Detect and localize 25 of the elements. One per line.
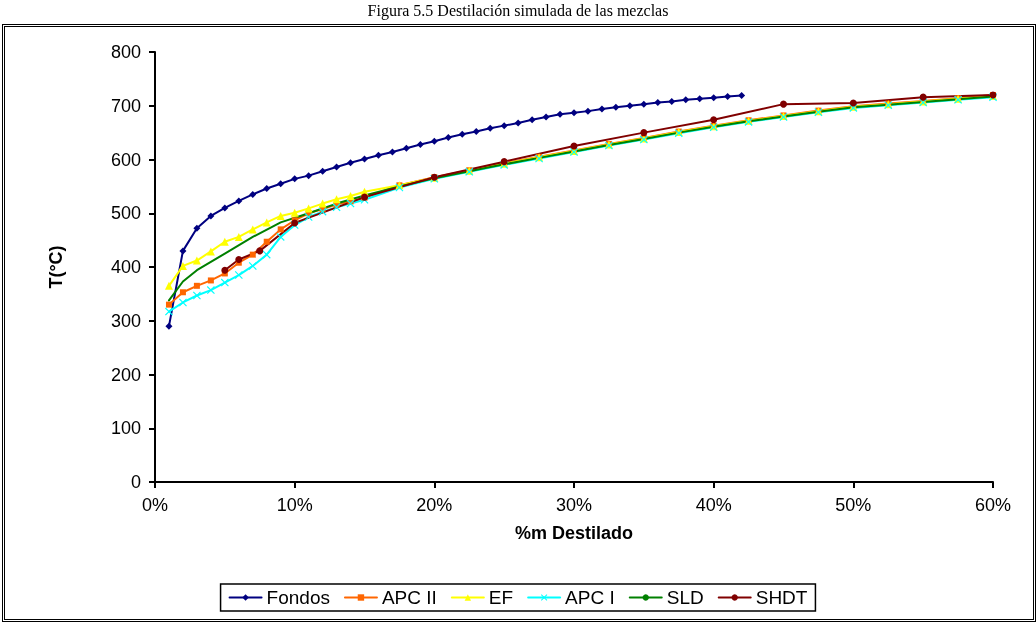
x-tick-label: 50%	[835, 495, 872, 515]
x-tick-label: 30%	[555, 495, 593, 515]
legend-label: SHDT	[755, 587, 808, 608]
y-tick-label: 100	[110, 418, 141, 439]
y-tick-label: 0	[130, 472, 141, 492]
legend-label: EF	[488, 587, 514, 608]
y-tick-label: 800	[110, 42, 141, 62]
y-tick-label: 600	[110, 149, 141, 170]
y-tick-label: 500	[110, 203, 141, 224]
y-tick-label: 400	[110, 257, 141, 277]
x-tick-label: 20%	[416, 495, 453, 515]
legend-label: APC I	[565, 587, 615, 608]
y-tick-label: 300	[110, 310, 141, 331]
y-axis-title: T(°C)	[46, 245, 66, 289]
y-tick-label: 200	[110, 364, 141, 385]
x-axis-title: %m Destilado	[514, 523, 634, 543]
y-tick-label: 700	[110, 95, 141, 116]
chart-title: Figura 5.5 Destilación simulada de las mezclas	[366, 1, 670, 22]
legend-label: APC II	[381, 587, 437, 608]
legend-label: SLD	[666, 587, 704, 608]
x-tick-label: 0%	[141, 495, 169, 515]
legend-label: Fondos	[266, 587, 330, 608]
x-tick-label: 60%	[974, 495, 1012, 515]
x-tick-label: 10%	[276, 495, 313, 515]
x-tick-label: 40%	[695, 495, 732, 515]
